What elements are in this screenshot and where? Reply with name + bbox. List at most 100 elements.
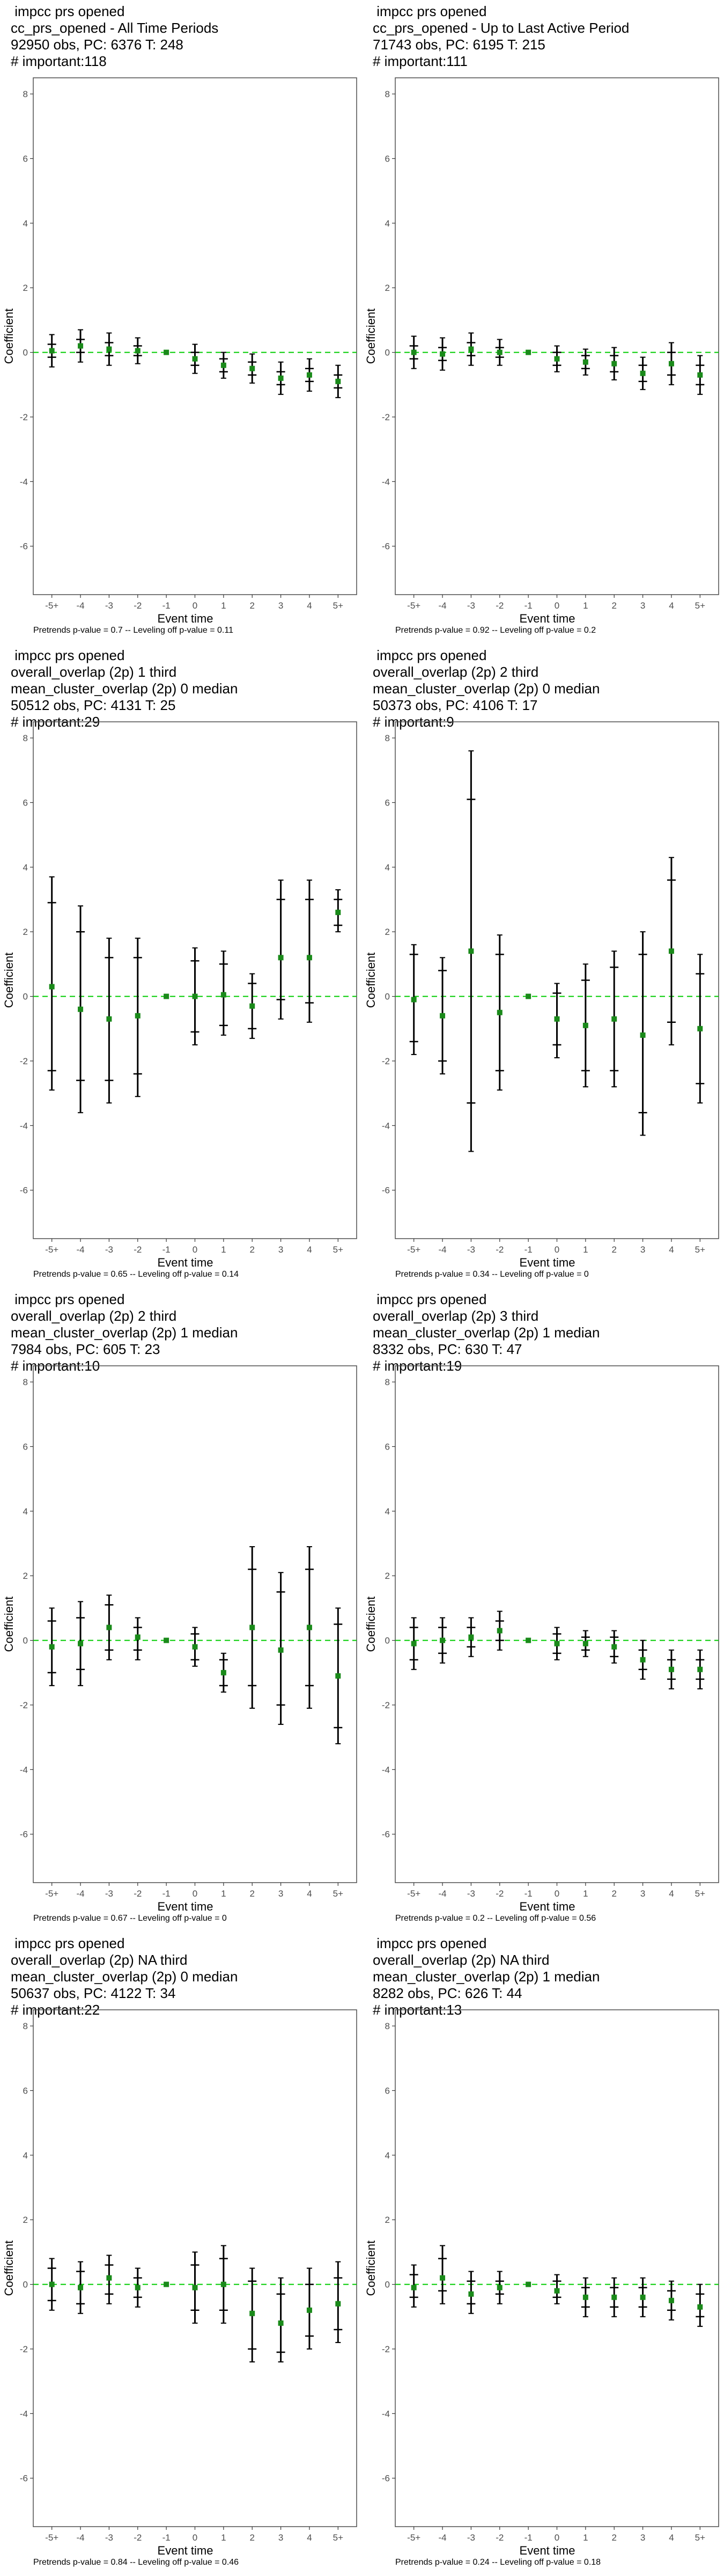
y-tick-label: -4 [382,477,390,487]
x-tick-label: -3 [467,1245,475,1255]
x-tick-label: -1 [162,1245,171,1255]
x-tick-label: 0 [555,2533,559,2543]
y-axis-title: Coefficient [2,309,16,364]
coefficient-point [554,356,560,362]
panel-title: impcc prs opened cc_prs_opened - Up to La… [373,3,629,70]
y-tick-label: -6 [382,541,390,552]
coefficient-point [306,372,312,378]
panel-title-line: impcc prs opened [373,1291,487,1307]
y-tick-label: -4 [20,1765,28,1775]
coefficient-point [611,1016,617,1022]
panel-title-line: impcc prs opened [373,1935,487,1951]
plot-frame [395,77,719,595]
coefficient-point [192,356,198,362]
panel-title-line: impcc prs opened [11,1291,125,1307]
x-tick-label: -1 [524,1245,533,1255]
x-tick-label: 4 [669,1245,674,1255]
y-axis-title: Coefficient [364,953,378,1008]
x-tick-label: 1 [221,1245,226,1255]
panel-title-line: 8282 obs, PC: 626 T: 44 [373,1985,522,2001]
chart-svg: -6 -4 -2 0 2 4 6 8 -5+ -4 -3 -2 -1 0 1 2 3 4 5+ Event time C… [364,2009,719,2557]
panel-title-line: overall_overlap (2p) 2 third [11,1308,177,1324]
x-tick-label: 1 [221,601,226,611]
y-tick-label: -4 [20,1121,28,1131]
x-tick-label: 2 [611,1889,616,1899]
y-tick-label: -2 [20,412,28,422]
y-tick-label: 0 [385,348,390,358]
panel-title-line: overall_overlap (2p) 3 third [373,1308,539,1324]
y-tick-label: 0 [23,2280,28,2290]
chart-panel: impcc prs opened overall_overlap (2p) 2 t… [0,1288,362,1932]
x-tick-label: -4 [76,1245,84,1255]
y-tick-label: 4 [385,218,390,229]
coefficient-point [697,1666,703,1672]
x-axis-title: Event time [520,1256,575,1269]
panel-title-line: overall_overlap (2p) 1 third [11,664,177,680]
panel-title-line: 71743 obs, PC: 6195 T: 215 [373,36,545,53]
x-tick-label: -1 [162,2533,171,2543]
x-tick-label: -3 [467,1889,475,1899]
y-tick-label: -2 [382,1056,390,1066]
plot-frame [33,77,357,595]
x-tick-label: -3 [467,601,475,611]
coefficient-point [220,362,226,368]
coefficient-point [697,372,703,378]
y-tick-label: -4 [382,1121,390,1131]
x-tick-label: 2 [249,1889,254,1899]
coefficient-point [135,2285,141,2290]
coefficient-point [78,1006,84,1012]
x-tick-label: 0 [555,1889,559,1899]
x-tick-label: 1 [583,1245,588,1255]
coefficient-point [78,1641,84,1646]
y-tick-label: 2 [385,283,390,293]
y-tick-label: -4 [382,2409,390,2419]
x-tick-label: 1 [583,601,588,611]
x-tick-label: 3 [278,1889,283,1899]
coefficient-point [582,359,588,365]
x-tick-label: 5+ [695,1889,705,1899]
x-tick-label: 4 [307,601,312,611]
coefficient-point [668,2297,674,2303]
coefficient-point [440,2275,446,2281]
y-tick-label: 0 [23,348,28,358]
coefficient-point [468,346,474,352]
x-axis-title: Event time [520,2544,575,2557]
coefficient-point [164,2281,169,2287]
panel-title-line: # important:111 [373,53,468,69]
chart-svg: -6 -4 -2 0 2 4 6 8 -5+ -4 -3 -2 -1 0 1 2 3 4 5+ Event time C… [2,721,357,1269]
chart-panel: impcc prs opened cc_prs_opened - Up to La… [362,0,724,644]
x-tick-label: -4 [76,1889,84,1899]
chart-svg: -6 -4 -2 0 2 4 6 8 -5+ -4 -3 -2 -1 0 1 2 3 4 5+ Event time C… [364,721,719,1269]
coefficient-point [640,1657,646,1663]
y-tick-label: -6 [20,2473,28,2484]
panel-title-line: impcc prs opened [373,3,487,19]
pvalue-caption: Pretrends p-value = 0.34 -- Leveling off… [395,1270,589,1279]
coefficient-point [135,1013,141,1019]
x-tick-label: 1 [583,2533,588,2543]
chart-panel: impcc prs opened overall_overlap (2p) 1 t… [0,644,362,1288]
x-tick-label: -3 [105,2533,113,2543]
pvalue-caption: Pretrends p-value = 0.7 -- Leveling off … [33,626,233,635]
y-axis-title: Coefficient [364,2241,378,2296]
coefficient-point [640,370,646,376]
x-tick-label: -5+ [407,1889,420,1899]
y-tick-label: 4 [23,2150,28,2161]
y-tick-label: 6 [23,153,28,164]
coefficient-point [335,378,341,384]
panel-title-line: impcc prs opened [11,1935,125,1951]
coefficient-point [278,375,284,381]
panel-title-line: overall_overlap (2p) 2 third [373,664,539,680]
x-tick-label: -3 [105,1889,113,1899]
chart-panel: impcc prs opened overall_overlap (2p) NA … [0,1932,362,2576]
coefficient-point [497,2285,503,2290]
y-axis-title: Coefficient [364,1597,378,1652]
chart-svg: -6 -4 -2 0 2 4 6 8 -5+ -4 -3 -2 -1 0 1 2 3 4 5+ Event time C… [364,1365,719,1913]
coefficient-point [411,1641,417,1646]
coefficient-point [249,365,255,371]
x-tick-label: -2 [134,2533,142,2543]
y-tick-label: -2 [20,1700,28,1710]
coefficient-point [278,1647,284,1653]
y-tick-label: -6 [382,1185,390,1196]
x-tick-label: -5+ [45,1245,58,1255]
coefficient-point [697,2304,703,2310]
